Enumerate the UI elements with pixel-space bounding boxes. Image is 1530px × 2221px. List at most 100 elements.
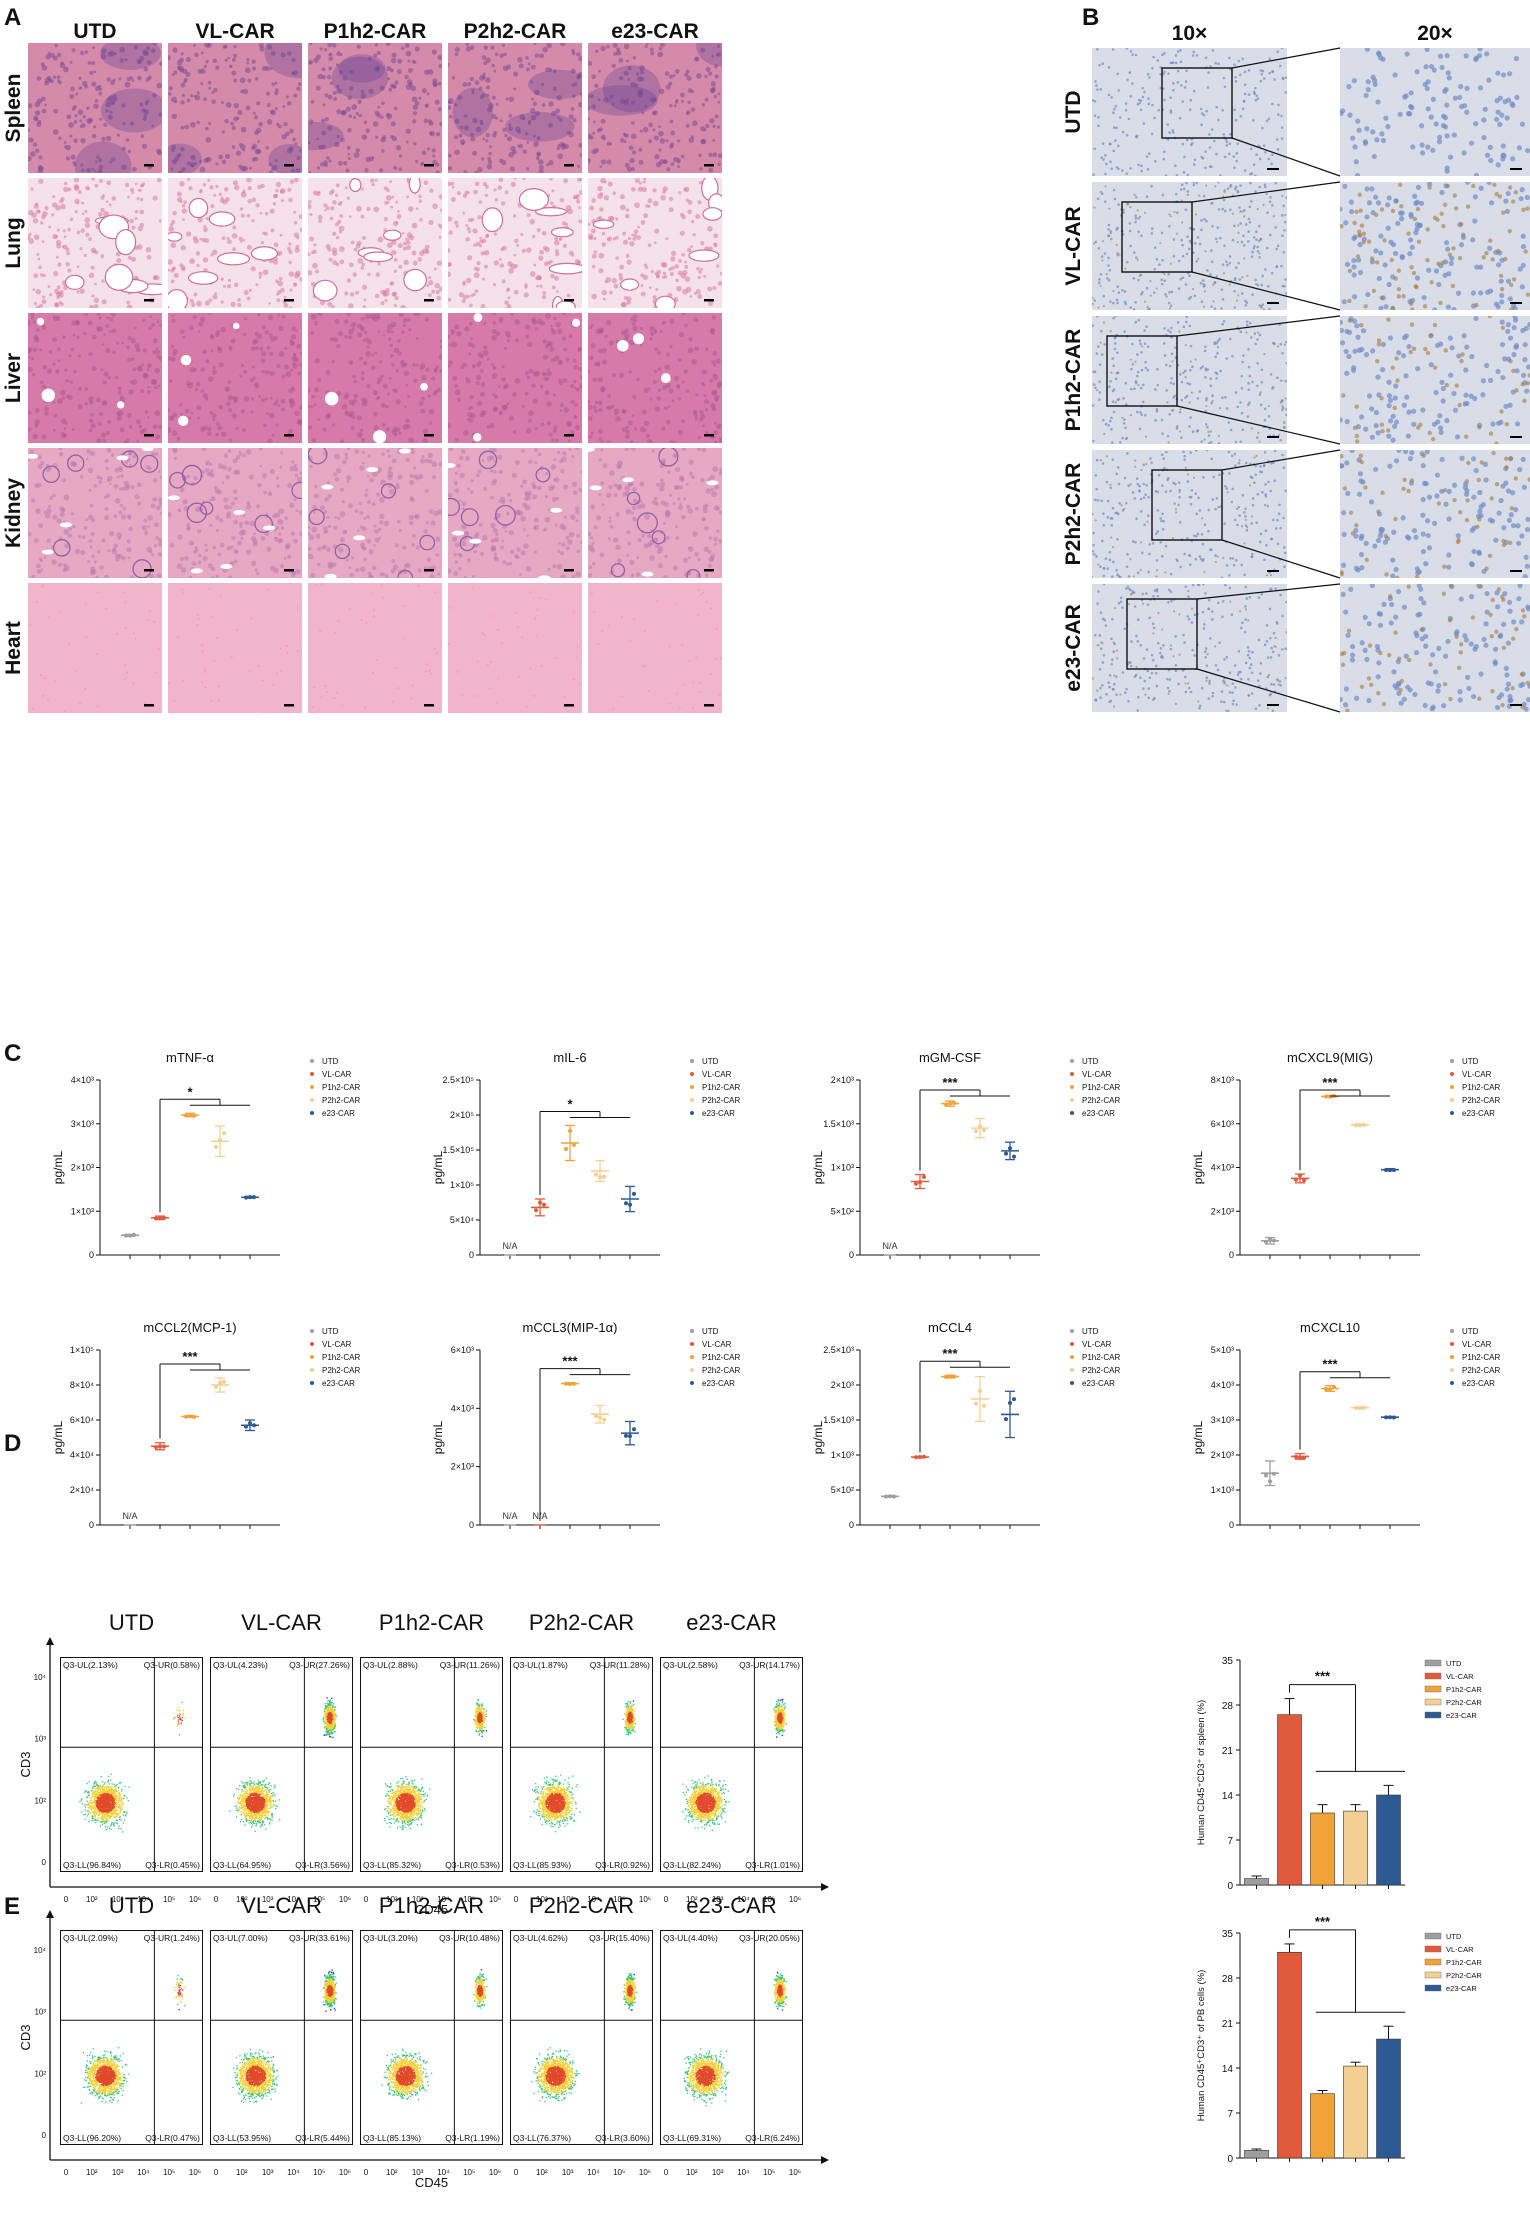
quadrant-label: Q3-LL(69.31%) [663, 2133, 721, 2143]
flow-plot-title: UTD [60, 1893, 203, 1919]
legend-marker [690, 1098, 694, 1102]
chart-ytick-label: 2.5×10⁵ [442, 1075, 474, 1085]
flow-dot-plot: Q3-UL(2.88%) Q3-UR(11.26%) Q3-LL(85.32%) Q3… [360, 1657, 503, 1872]
significance-bracket [1299, 1089, 1390, 1171]
bar [1343, 1804, 1368, 1886]
quadrant-label: Q3-LR(3.56%) [295, 1860, 350, 1870]
data-point [1261, 1460, 1279, 1487]
flow-plot-title: P1h2-CAR [360, 1610, 503, 1636]
flow-ytick-label: 10⁴ [34, 1946, 47, 1955]
chart-ytick-label: 8×10³ [1211, 1075, 1234, 1085]
flow-xtick-label: 10⁶ [639, 2168, 651, 2177]
significance-bracket [919, 1089, 1010, 1171]
legend-marker [1070, 1085, 1074, 1089]
flow-ytick-label: 10⁴ [34, 1673, 47, 1682]
chart-ytick-label: 1×10³ [1211, 1485, 1234, 1495]
legend-marker [310, 1381, 314, 1385]
flow-xtick-label: 10³ [112, 1895, 124, 1904]
legend-label: VL-CAR [1082, 1340, 1112, 1349]
flow-xtick-label: 0 [214, 1895, 219, 1904]
he-tile-image [448, 43, 582, 173]
legend-label: VL-CAR [322, 1070, 352, 1079]
he-row-label: Lung [2, 178, 26, 308]
chart-title: mGM-CSF [919, 1050, 981, 1065]
flow-xtick-label: 10³ [262, 2168, 274, 2177]
quadrant-label: Q3-LL(85.93%) [513, 1860, 571, 1870]
legend-label: e23-CAR [322, 1109, 355, 1118]
flow-dot-plot: Q3-UL(3.20%) Q3-UR(10.48%) Q3-LL(85.13%) Q3… [360, 1930, 503, 2145]
chart-ytick-label: 0 [89, 1250, 94, 1260]
he-tile-image [308, 178, 442, 308]
chart-ytick-label: 0 [849, 1520, 854, 1530]
quadrant-label: Q3-UL(2.13%) [63, 1660, 118, 1670]
data-point [241, 1419, 259, 1432]
legend-marker [1450, 1342, 1454, 1346]
chart-ytick-label: 6×10³ [1211, 1119, 1234, 1129]
chart-title: mCCL2(MCP-1) [143, 1320, 236, 1335]
chart-ytick-label: 6×10⁴ [70, 1415, 94, 1425]
legend-marker [1070, 1355, 1074, 1359]
flow-plot-title: P2h2-CAR [510, 1893, 653, 1919]
legend-marker [310, 1342, 314, 1346]
flow-xtick-label: 10² [86, 2168, 98, 2177]
quadrant-label: Q3-LR(3.60%) [595, 2133, 650, 2143]
legend-marker [310, 1111, 314, 1115]
he-row-label: Kidney [2, 448, 26, 578]
ihc-tile-image [1340, 316, 1530, 444]
legend-marker [690, 1085, 694, 1089]
chart-ytick-label: 2×10³ [831, 1380, 854, 1390]
bar [1277, 1943, 1302, 2159]
significance-label: *** [1322, 1357, 1338, 1372]
ihc-tile-image [1092, 316, 1287, 444]
quadrant-label: Q3-LL(96.20%) [63, 2133, 121, 2143]
he-tile-image [588, 313, 722, 443]
ihc-tile-image [1092, 584, 1287, 712]
legend-marker [690, 1111, 694, 1115]
chart-ylabel: pg/mL [1191, 1421, 1205, 1455]
flow-dot-plot: Q3-UL(4.62%) Q3-UR(15.40%) Q3-LL(76.37%) Q3… [510, 1930, 653, 2145]
data-point [621, 1420, 639, 1446]
chart-ytick-label: 4×10⁴ [70, 1450, 94, 1460]
flow-xtick-label: 10⁴ [287, 1895, 300, 1904]
quadrant-label: Q3-UR(10.48%) [439, 1933, 500, 1943]
panel-letter-e: E [4, 1893, 20, 1921]
significance-label: * [567, 1097, 573, 1112]
legend-marker [690, 1368, 694, 1372]
flow-xaxis-label: CD45 [415, 2175, 448, 2190]
data-point [911, 1454, 929, 1460]
flow-plot-title: e23-CAR [660, 1610, 803, 1636]
na-label: N/A [882, 1241, 897, 1251]
flow-plot-title: VL-CAR [210, 1893, 353, 1919]
chart-ytick-label: 5×10⁴ [450, 1215, 474, 1225]
bar-ytick-label: 21 [1222, 2019, 1234, 2030]
flow-xtick-label: 10⁵ [763, 2168, 775, 2177]
legend-swatch [1424, 1711, 1442, 1719]
chart-ytick-label: 0 [89, 1520, 94, 1530]
he-tile-image [448, 178, 582, 308]
quadrant-label: Q3-UR(27.26%) [289, 1660, 350, 1670]
legend-marker [690, 1381, 694, 1385]
data-point [561, 1124, 579, 1162]
ihc-column-title: 20× [1340, 22, 1530, 46]
he-column-title: UTD [28, 20, 162, 44]
chart-ytick-label: 0 [469, 1250, 474, 1260]
legend-label: P2h2-CAR [1462, 1366, 1500, 1375]
legend-label: UTD [1446, 1659, 1462, 1668]
significance-label: *** [1322, 1075, 1338, 1090]
na-label: N/A [122, 1511, 137, 1521]
flow-xtick-label: 10³ [712, 1895, 724, 1904]
ihc-zoom-inset [1121, 181, 1341, 311]
data-point [1291, 1173, 1309, 1184]
legend-marker [1450, 1368, 1454, 1372]
flow-xtick-label: 10⁴ [737, 1895, 750, 1904]
significance-bracket [159, 1098, 250, 1213]
quadrant-label: Q3-LL(76.37%) [513, 2133, 571, 2143]
quadrant-label: Q3-LR(6.24%) [745, 2133, 800, 2143]
quadrant-label: Q3-LR(0.47%) [145, 2133, 200, 2143]
legend-marker [690, 1059, 694, 1063]
data-point [971, 1375, 989, 1423]
chart-ytick-label: 4×10³ [1211, 1163, 1234, 1173]
legend-label: UTD [322, 1327, 339, 1336]
legend-label: VL-CAR [1446, 1945, 1474, 1954]
